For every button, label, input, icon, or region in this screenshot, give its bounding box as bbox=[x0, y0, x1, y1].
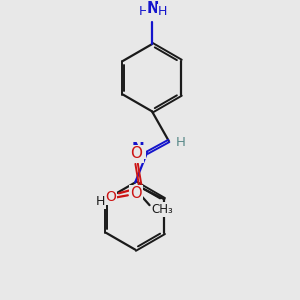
Text: H: H bbox=[138, 5, 148, 18]
Text: O: O bbox=[130, 186, 142, 201]
Text: O: O bbox=[106, 190, 116, 204]
Text: O: O bbox=[130, 146, 142, 161]
Text: N: N bbox=[147, 1, 159, 16]
Text: CH₃: CH₃ bbox=[152, 202, 173, 216]
Text: N: N bbox=[132, 142, 145, 157]
Text: H: H bbox=[176, 136, 186, 149]
Text: H: H bbox=[158, 5, 167, 18]
Text: H: H bbox=[95, 195, 105, 208]
